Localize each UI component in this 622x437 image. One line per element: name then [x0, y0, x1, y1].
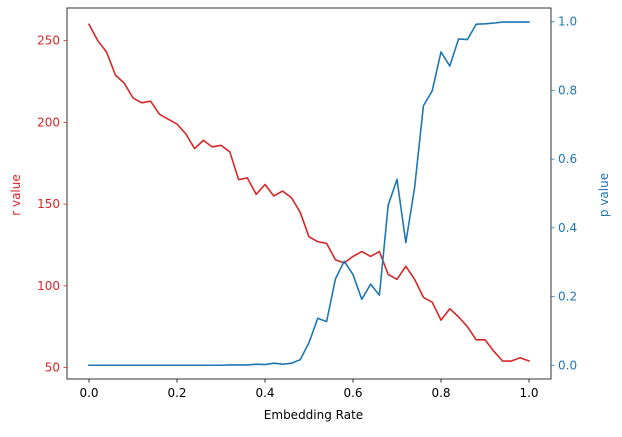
y-right-axis-label: p value: [597, 173, 611, 217]
series-layer: [87, 21, 531, 367]
plot-area: [66, 7, 552, 380]
y-left-tick-label: 100: [37, 279, 60, 293]
y-left-tick-label: 50: [45, 361, 60, 375]
x-tick-label: 0.8: [431, 386, 450, 400]
x-tick-label: 0.6: [343, 386, 362, 400]
y-left-tick-label: 150: [37, 197, 60, 211]
y-right-tick-label: 0.4: [558, 221, 577, 235]
ticks-layer: 0.0 0.2 0.4 0.6 0.8 1.0 50 100 150 200 250 0.0 0.2 0.…: [37, 15, 577, 400]
p-value-series-line: [88, 21, 530, 367]
y-right-tick-label: 0.6: [558, 152, 577, 166]
y-right-tick-label: 0.2: [558, 290, 577, 304]
x-axis-label: Embedding Rate: [264, 408, 363, 422]
y-left-tick-label: 250: [37, 34, 60, 48]
y-left-tick-label: 200: [37, 115, 60, 129]
y-right-tick-label: 0.0: [558, 358, 577, 372]
y-left-axis-label: r value: [9, 174, 23, 216]
x-tick-label: 0.0: [79, 386, 98, 400]
x-tick-label: 0.2: [167, 386, 186, 400]
y-right-tick-label: 0.8: [558, 83, 577, 97]
r-value-series-line: [87, 23, 531, 363]
x-tick-label: 1.0: [519, 386, 538, 400]
x-tick-label: 0.4: [255, 386, 274, 400]
axes-frame: [66, 7, 552, 380]
y-right-tick-label: 1.0: [558, 15, 577, 29]
